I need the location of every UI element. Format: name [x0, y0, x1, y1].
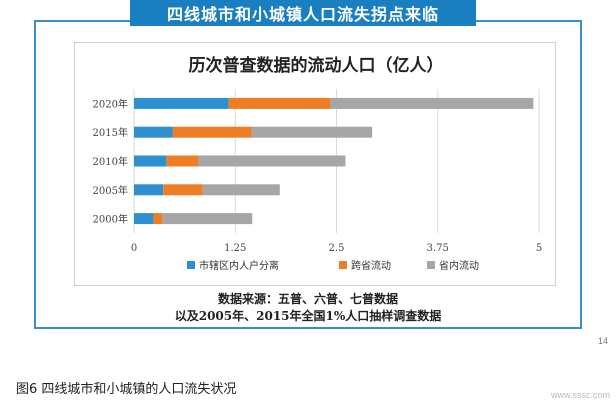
x-tick-label: 5 — [536, 243, 542, 254]
legend-label: 市辖区内人户分离 — [199, 259, 279, 272]
slide: 四线城市和小城镇人口流失拐点来临 历次普查数据的流动人口（亿人） 0 1.25 2.5… — [34, 0, 582, 329]
x-tick-label: 1.25 — [224, 243, 246, 254]
bar-segment — [134, 184, 164, 196]
bar-segment — [134, 97, 229, 109]
banner-title: 四线城市和小城镇人口流失拐点来临 — [130, 0, 476, 26]
bar-segment — [228, 97, 331, 109]
y-tick-label: 2020年 — [93, 97, 128, 110]
legend-label: 省内流动 — [439, 259, 479, 272]
legend-swatch — [339, 261, 347, 269]
chart-svg: 历次普查数据的流动人口（亿人） 0 1.25 2.5 3.75 5 2020年 2015年 20… — [93, 55, 543, 272]
page-number: 14 — [597, 336, 608, 346]
bar-segment — [153, 213, 163, 225]
bar-segment — [172, 126, 252, 138]
bar-segment — [330, 97, 534, 109]
x-tick-label: 2.5 — [329, 243, 345, 254]
chart-panel: 历次普查数据的流动人口（亿人） 0 1.25 2.5 3.75 5 2020年 2015年 20… — [74, 42, 556, 286]
legend-swatch — [427, 261, 435, 269]
bar-segment — [166, 155, 199, 167]
bar-segment — [162, 213, 253, 225]
x-tick-label: 3.75 — [427, 243, 449, 254]
bar-segment — [134, 213, 154, 225]
watermark: www.sssc.com — [550, 390, 610, 400]
bar-segment — [134, 126, 173, 138]
chart-title: 历次普查数据的流动人口（亿人） — [189, 55, 444, 76]
legend-swatch — [187, 261, 195, 269]
legend-label: 跨省流动 — [351, 259, 391, 272]
y-tick-label: 2015年 — [93, 126, 128, 139]
bar-segment — [163, 184, 203, 196]
y-tick-label: 2005年 — [93, 184, 128, 197]
source-line-1: 数据来源：五普、六普、七普数据 — [217, 292, 398, 306]
y-tick-label: 2000年 — [93, 213, 128, 226]
y-tick-label: 2010年 — [93, 155, 128, 168]
bar-segment — [251, 126, 373, 138]
bar-segment — [202, 184, 280, 196]
figure-caption: 图6 四线城市和小城镇的人口流失状况 — [16, 382, 237, 397]
source-line-2: 以及2005年、2015年全国1%人口抽样调查数据 — [174, 309, 442, 323]
bar-segment — [134, 155, 167, 167]
bar-segment — [198, 155, 346, 167]
x-tick-label: 0 — [131, 243, 137, 254]
